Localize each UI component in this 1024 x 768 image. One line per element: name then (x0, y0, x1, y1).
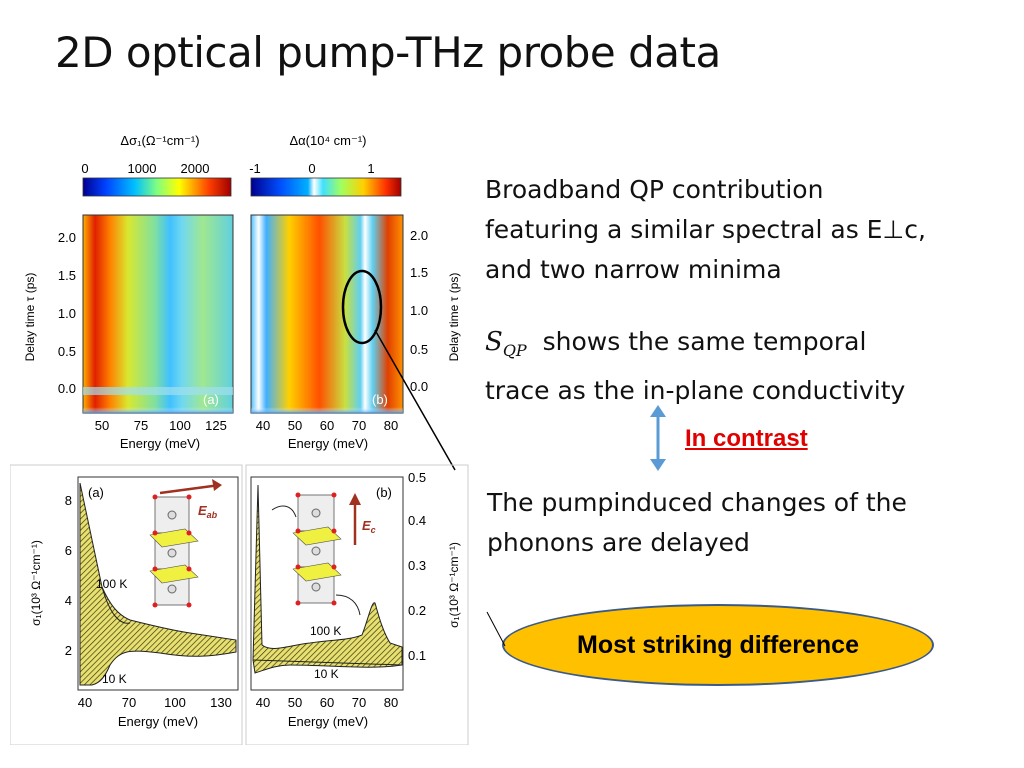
yaxis-d-tick: 0.3 (408, 558, 426, 573)
bullet-sqp: SQP shows the same temporal trace as the… (485, 322, 905, 411)
yaxis-c-tick: 2 (65, 643, 72, 658)
yaxis-d-tick: 0.4 (408, 513, 426, 528)
xaxis-a-tick: 50 (95, 418, 109, 433)
yaxis-b-tick: 0.5 (410, 342, 428, 357)
yaxis-c-tick: 8 (65, 493, 72, 508)
yaxis-b-tick: 2.0 (410, 228, 428, 243)
svg-text:Eab: Eab (198, 503, 218, 520)
xaxis-a-tick: 100 (169, 418, 191, 433)
in-contrast-label: In contrast (685, 425, 808, 452)
yaxis-c-label: σ₁(10³ Ω⁻¹cm⁻¹) (29, 540, 43, 626)
yaxis-b-tick: 0.0 (410, 379, 428, 394)
panel-b-bottom: (b) 100 K 10 K Ec 0.5 0.4 0.3 0.2 0.1 (245, 464, 469, 745)
colorbar-b (250, 177, 402, 197)
spectrum-b-hatched-area (252, 484, 403, 674)
xaxis-d-tick: 40 (256, 695, 270, 710)
yaxis-b-label: Delay time τ (ps) (447, 273, 461, 362)
yaxis-c-tick: 6 (65, 543, 72, 558)
label-100k-a: 100 K (96, 577, 127, 591)
panel-a-top: Δσ₁(Ω⁻¹cm⁻¹) 0 1000 2000 (a) 2.0 1.5 1.0… (23, 133, 234, 451)
xaxis-d-tick: 60 (320, 695, 334, 710)
panel-a-bottom: (a) 100 K 10 K Eab 8 6 4 2 σ₁(10³ Ω⁻¹cm⁻… (10, 464, 243, 745)
slide-title: 2D optical pump-THz probe data (55, 28, 721, 77)
bullet-phonons-delayed: The pumpinduced changes of the phonons a… (487, 483, 907, 563)
bullet-line: The pumpinduced changes of the (487, 488, 907, 517)
colorbar-b-label: Δα(10⁴ cm⁻¹) (289, 133, 366, 148)
xaxis-d-tick: 70 (352, 695, 366, 710)
xaxis-b-tick: 70 (352, 418, 366, 433)
sqp-symbol: SQP (485, 327, 527, 361)
bullet-line: phonons are delayed (487, 528, 750, 557)
yaxis-a-tick: 1.5 (58, 268, 76, 283)
panel-a-top-label: (a) (203, 392, 219, 407)
yaxis-d-label: σ₁(10³ Ω⁻¹cm⁻¹) (447, 542, 461, 628)
xaxis-b-tick: 50 (288, 418, 302, 433)
xaxis-c-tick: 40 (78, 695, 92, 710)
xaxis-b-tick: 80 (384, 418, 398, 433)
panel-b-bottom-label: (b) (376, 485, 392, 500)
yaxis-c-tick: 4 (65, 593, 72, 608)
xaxis-b-tick: 40 (256, 418, 270, 433)
xaxis-a-label: Energy (meV) (120, 436, 200, 451)
colorbar-a (82, 177, 232, 197)
yaxis-a-tick: 2.0 (58, 230, 76, 245)
colorbar-a-label: Δσ₁(Ω⁻¹cm⁻¹) (120, 133, 199, 148)
yaxis-a-tick: 0.5 (58, 344, 76, 359)
field-label-ab: E (198, 503, 207, 518)
panel-b-top-label: (b) (372, 392, 388, 407)
bullet-broadband-qp: Broadband QP contribution featuring a si… (485, 170, 926, 290)
colorbar-a-tick: 2000 (181, 161, 210, 176)
xaxis-c-label: Energy (meV) (118, 714, 198, 729)
yaxis-a-tick: 1.0 (58, 306, 76, 321)
highlight-ellipse (341, 269, 383, 345)
bullet-line: trace as the in-plane conductivity (485, 376, 906, 406)
callout-pointer-line (486, 611, 506, 647)
colorbar-b-tick: -1 (249, 161, 261, 176)
field-sub-ab: ab (207, 510, 218, 520)
colorbar-b-tick: 0 (308, 161, 315, 176)
panel-a-bottom-label: (a) (88, 485, 104, 500)
crystal-structure-c: Ec (271, 492, 376, 616)
yaxis-d-tick: 0.5 (408, 470, 426, 485)
field-label-c: E (362, 518, 371, 533)
xaxis-c-tick: 100 (164, 695, 186, 710)
xaxis-d-tick: 80 (384, 695, 398, 710)
xaxis-a-tick: 125 (205, 418, 227, 433)
label-100k-b: 100 K (310, 624, 341, 638)
colorbar-a-tick: 0 (81, 161, 88, 176)
yaxis-b-tick: 1.5 (410, 265, 428, 280)
yaxis-b-tick: 1.0 (410, 303, 428, 318)
spectrum-a-hatched-area (79, 482, 237, 686)
xaxis-d-tick: 50 (288, 695, 302, 710)
field-sub-c: c (371, 525, 376, 535)
xaxis-c-tick: 130 (210, 695, 232, 710)
label-10k-b: 10 K (314, 667, 339, 681)
bullet-line: Broadband QP contribution (485, 175, 824, 204)
panel-b-top: Δα(10⁴ cm⁻¹) -1 0 1 (b) 2.0 1.5 1.0 0.5 … (249, 133, 461, 451)
bullet-line: and two narrow minima (485, 255, 782, 284)
crystal-structure-ab: Eab (149, 479, 222, 608)
xaxis-a-tick: 75 (134, 418, 148, 433)
yaxis-a-label: Delay time τ (ps) (23, 273, 37, 362)
yaxis-a-tick: 0.0 (58, 381, 76, 396)
figure-2d-pump-probe: Δσ₁(Ω⁻¹cm⁻¹) 0 1000 2000 (a) 2.0 1.5 1.0… (10, 133, 469, 745)
xaxis-b-tick: 60 (320, 418, 334, 433)
double-arrow (650, 405, 666, 471)
label-10k-a: 10 K (102, 672, 127, 686)
callout-text: Most striking difference (577, 630, 859, 659)
yaxis-d-tick: 0.2 (408, 603, 426, 618)
xaxis-c-tick: 70 (122, 695, 136, 710)
bullet-line: SQP shows the same temporal (485, 327, 867, 361)
colorbar-a-tick: 1000 (128, 161, 157, 176)
xaxis-d-label: Energy (meV) (288, 714, 368, 729)
colorbar-b-tick: 1 (367, 161, 374, 176)
bullet-line: featuring a similar spectral as E⊥c, (485, 215, 926, 244)
most-striking-callout: Most striking difference (502, 604, 934, 686)
xaxis-b-label: Energy (meV) (288, 436, 368, 451)
connector-line (374, 329, 456, 471)
yaxis-d-tick: 0.1 (408, 648, 426, 663)
svg-text:Ec: Ec (362, 518, 376, 535)
